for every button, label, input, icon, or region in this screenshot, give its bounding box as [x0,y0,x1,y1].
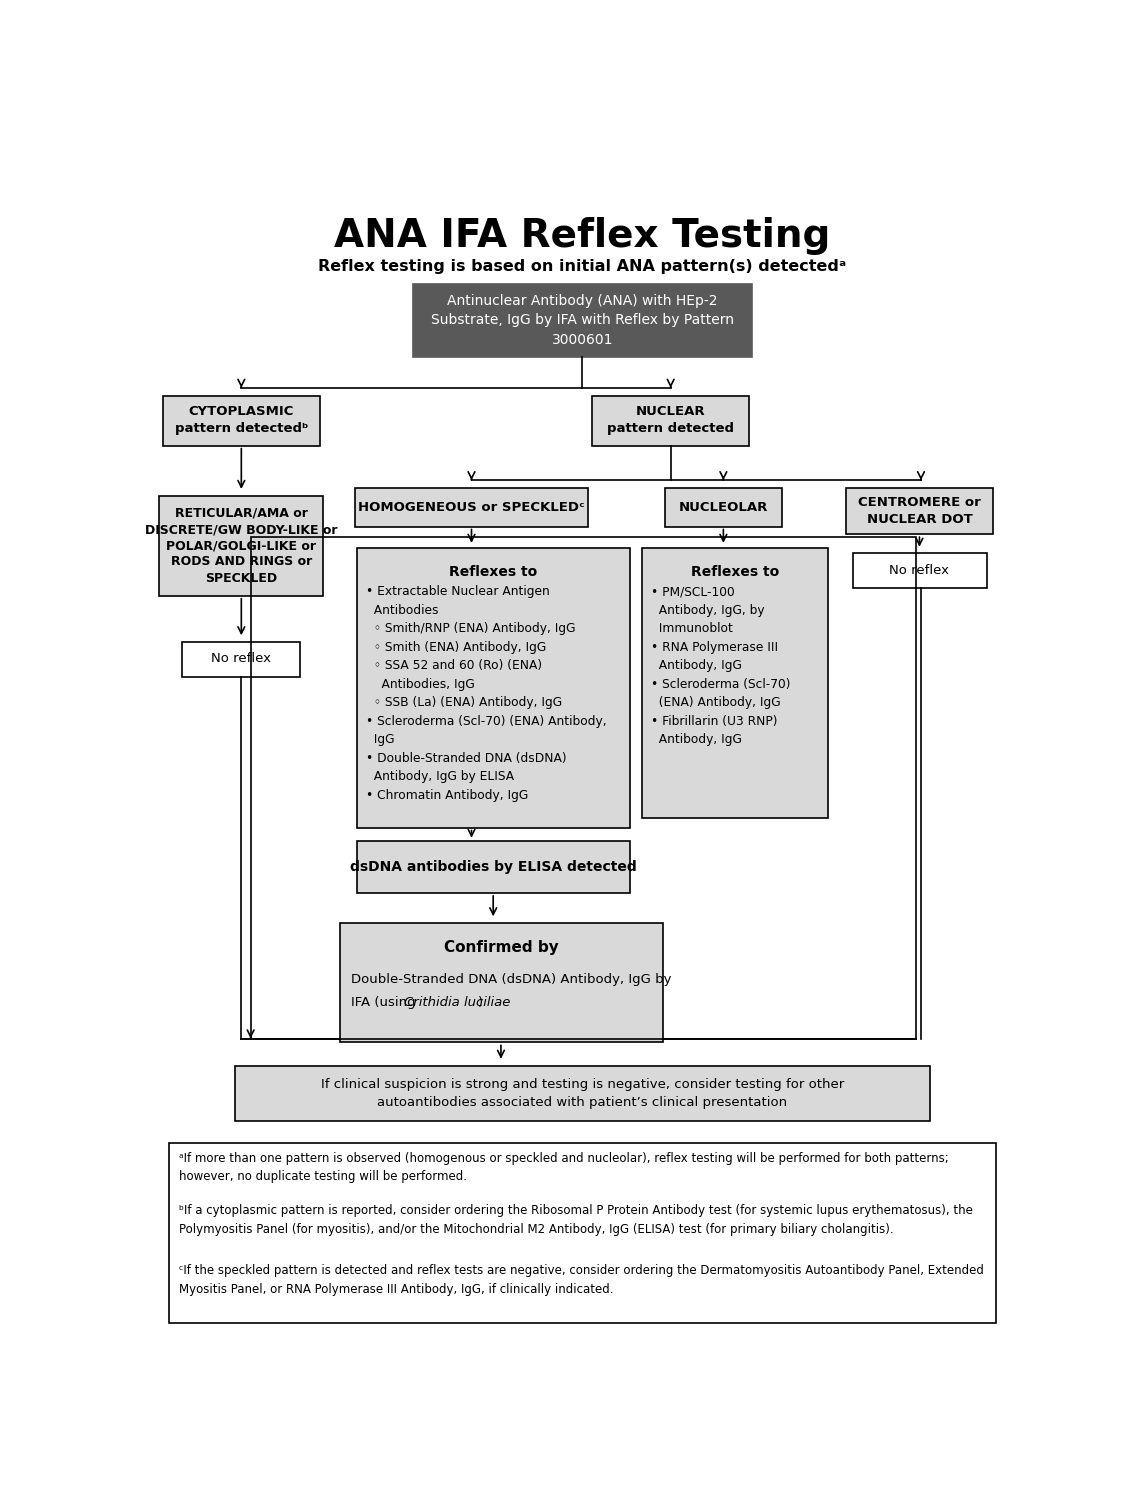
Text: Crithidia luciliae: Crithidia luciliae [404,996,511,1010]
Text: Reflexes to: Reflexes to [691,566,779,579]
FancyBboxPatch shape [846,488,993,534]
FancyBboxPatch shape [592,396,749,445]
FancyBboxPatch shape [159,495,323,596]
FancyBboxPatch shape [357,840,630,892]
Text: Antinuclear Antibody (ANA) with HEp-2
Substrate, IgG by IFA with Reflex by Patte: Antinuclear Antibody (ANA) with HEp-2 Su… [431,294,733,346]
Text: Double-Stranded DNA (dsDNA) Antibody, IgG by: Double-Stranded DNA (dsDNA) Antibody, Ig… [351,974,672,986]
Text: • Extractable Nuclear Antigen
  Antibodies
  ◦ Smith/RNP (ENA) Antibody, IgG
  ◦: • Extractable Nuclear Antigen Antibodies… [366,585,607,801]
Text: No reflex: No reflex [211,652,272,666]
Text: Reflex testing is based on initial ANA pattern(s) detectedᵃ: Reflex testing is based on initial ANA p… [318,258,846,273]
Text: dsDNA antibodies by ELISA detected: dsDNA antibodies by ELISA detected [350,859,637,874]
Text: ): ) [478,996,483,1010]
Text: If clinical suspicion is strong and testing is negative, consider testing for ot: If clinical suspicion is strong and test… [321,1077,844,1108]
Text: IFA (using: IFA (using [351,996,421,1010]
Text: ᵃIf more than one pattern is observed (homogenous or speckled and nucleolar), re: ᵃIf more than one pattern is observed (h… [179,1152,948,1184]
FancyBboxPatch shape [665,488,781,526]
Text: RETICULAR/AMA or
DISCRETE/GW BODY-LIKE or
POLAR/GOLGI-LIKE or
RODS AND RINGS or
: RETICULAR/AMA or DISCRETE/GW BODY-LIKE o… [146,507,338,585]
Text: No reflex: No reflex [889,564,949,578]
FancyBboxPatch shape [169,1143,996,1323]
Text: NUCLEOLAR: NUCLEOLAR [679,501,769,513]
Text: ANA IFA Reflex Testing: ANA IFA Reflex Testing [334,217,830,255]
FancyBboxPatch shape [235,1065,930,1120]
Text: ᶜIf the speckled pattern is detected and reflex tests are negative, consider ord: ᶜIf the speckled pattern is detected and… [179,1264,984,1296]
Text: CENTROMERE or
NUCLEAR DOT: CENTROMERE or NUCLEAR DOT [858,496,981,526]
Text: • PM/SCL-100
  Antibody, IgG, by
  Immunoblot
• RNA Polymerase III
  Antibody, I: • PM/SCL-100 Antibody, IgG, by Immunoblo… [652,585,791,746]
Text: Confirmed by: Confirmed by [443,940,558,956]
FancyBboxPatch shape [182,642,300,676]
Text: ᵇIf a cytoplasmic pattern is reported, consider ordering the Ribosomal P Protein: ᵇIf a cytoplasmic pattern is reported, c… [179,1204,972,1236]
FancyBboxPatch shape [355,488,588,526]
Text: NUCLEAR
pattern detected: NUCLEAR pattern detected [607,405,735,435]
FancyBboxPatch shape [163,396,319,445]
FancyBboxPatch shape [414,284,752,357]
Text: CYTOPLASMIC
pattern detectedᵇ: CYTOPLASMIC pattern detectedᵇ [175,405,308,435]
FancyBboxPatch shape [853,554,987,588]
Text: HOMOGENEOUS or SPECKLEDᶜ: HOMOGENEOUS or SPECKLEDᶜ [358,501,584,513]
Text: Reflexes to: Reflexes to [449,566,538,579]
FancyBboxPatch shape [357,548,630,828]
FancyBboxPatch shape [642,548,828,818]
FancyBboxPatch shape [340,922,663,1042]
